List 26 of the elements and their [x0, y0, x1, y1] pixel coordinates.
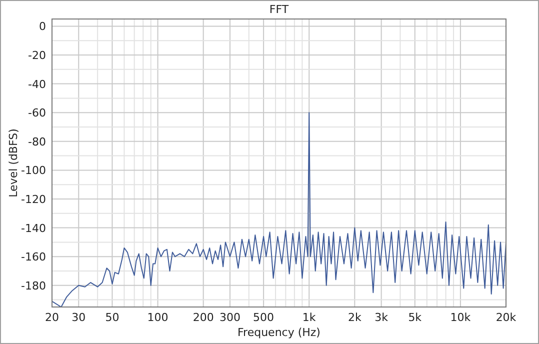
y-tick-label: -140 [21, 222, 46, 235]
y-tick-label: -100 [21, 164, 46, 178]
y-tick-label: -120 [21, 193, 46, 206]
y-tick-label: 0 [39, 20, 46, 34]
x-tick-label: 2k [348, 311, 362, 324]
x-tick-label: 200 [192, 311, 214, 324]
x-tick-label: 300 [219, 311, 240, 324]
y-tick-label: -60 [28, 106, 46, 120]
x-tick-label: 3k [374, 311, 389, 324]
x-tick-label: 10k [450, 311, 472, 324]
x-tick-label: 20 [45, 311, 59, 324]
y-tick-label: -80 [28, 135, 46, 148]
y-tick-label: -20 [28, 49, 46, 62]
x-axis-title: Frequency (Hz) [238, 326, 320, 339]
x-tick-label: 500 [253, 311, 274, 324]
x-tick-label: 5k [408, 311, 422, 324]
y-tick-label: -160 [21, 250, 46, 264]
y-axis-title: Level (dBFS) [7, 128, 20, 198]
x-tick-label: 50 [105, 311, 120, 324]
y-tick-label: -180 [21, 279, 46, 292]
y-tick-label: -40 [28, 78, 46, 91]
x-tick-label: 30 [72, 311, 86, 324]
x-tick-label: 100 [147, 311, 168, 324]
x-tick-label: 1k [302, 311, 316, 324]
x-tick-label: 20k [496, 311, 517, 324]
chart-title: FFT [269, 3, 289, 16]
